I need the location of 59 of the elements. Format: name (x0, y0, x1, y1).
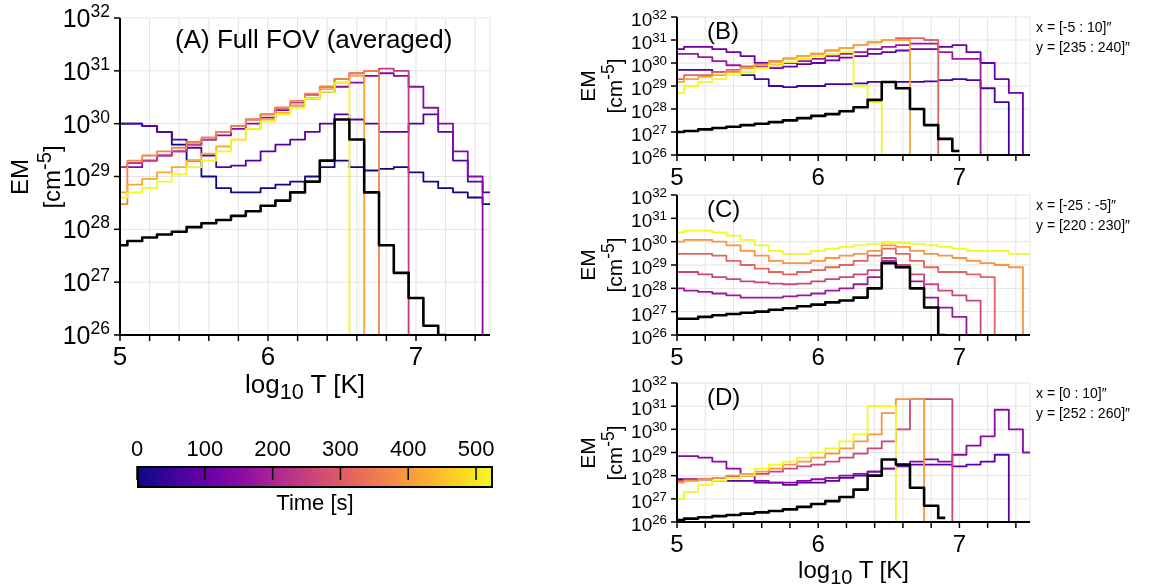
x-tick-label: 7 (408, 341, 424, 371)
chart-title: (A) Full FOV (averaged) (175, 24, 453, 55)
y-tick-label: 10$^{29}$ (631, 75, 667, 99)
y-tick-label: 10$^{30}$ (631, 52, 667, 76)
color-bar-label: 500 (457, 436, 495, 461)
x-axis-title: log$_{10}$ T [K] (245, 369, 365, 405)
y-tick-label: 10$^{28}$ (631, 277, 667, 302)
y-tick-label: 10$^{27}$ (631, 488, 667, 512)
y-tick-label: 10$^{30}$ (631, 231, 667, 255)
text: y = [252 : 260]″ (1036, 405, 1131, 421)
color-bar-label: 100 (186, 436, 224, 461)
y-tick-label: 10$^{29}$ (631, 254, 667, 278)
x-tick-label: 7 (952, 530, 967, 557)
y-tick-label: 10$^{32}$ (631, 372, 667, 396)
color-bar-label: 400 (389, 436, 427, 461)
y-tick-label: 10$^{32}$ (631, 6, 667, 30)
y-tick-label: 10$^{30}$ (62, 106, 111, 138)
color-bar-title: Time [s] (275, 490, 355, 516)
text: y = [235 : 240]″ (1036, 39, 1131, 55)
y-tick-label: 10$^{29}$ (631, 442, 667, 466)
x-tick-label: 7 (952, 343, 967, 370)
color-bar-label: 300 (322, 436, 359, 461)
x-tick-label: 5 (670, 530, 684, 557)
y-tick-label: 10$^{32}$ (62, 1, 110, 32)
text: x = [-25 : -5]″ (1036, 197, 1117, 213)
y-tick-label: 10$^{28}$ (631, 98, 667, 122)
y-tick-label: 10$^{31}$ (631, 395, 667, 420)
y-tick-label: 10$^{31}$ (631, 29, 667, 53)
x-tick-label: 7 (952, 163, 967, 190)
y-tick-label: 10$^{31}$ (62, 53, 110, 85)
x-tick-label: 6 (811, 163, 825, 190)
y-tick-label: 10$^{30}$ (631, 418, 667, 443)
x-tick-label: 5 (112, 341, 128, 371)
y-tick-label: 10$^{28}$ (631, 465, 667, 489)
x-tick-label: 6 (260, 341, 276, 371)
x-tick-label: 6 (811, 343, 825, 370)
text: x = [0 : 10]″ (1036, 385, 1107, 401)
chart-title: (B) (707, 17, 739, 45)
y-tick-label: 10$^{27}$ (62, 265, 110, 297)
y-tick-label: 10$^{29}$ (62, 159, 110, 191)
y-tick-label: 10$^{27}$ (631, 121, 667, 145)
y-tick-label: 10$^{27}$ (631, 301, 667, 325)
x-axis-title: log$_{10}$ T [K] (797, 556, 910, 585)
x-tick-label: 6 (811, 530, 825, 557)
y-tick-label: 10$^{28}$ (62, 212, 110, 244)
chart-title: (D) (707, 383, 741, 411)
y-tick-label: 10$^{32}$ (631, 184, 667, 208)
color-bar-label: 0 (130, 436, 144, 461)
color-bar-label: 200 (254, 436, 291, 461)
chart-title: (C) (707, 195, 741, 223)
y-tick-label: 10$^{26}$ (631, 144, 667, 168)
y-tick-label: 10$^{26}$ (631, 511, 667, 535)
text: x = [-5 : 10]″ (1036, 19, 1112, 35)
y-tick-label: 10$^{26}$ (631, 324, 667, 348)
y-tick-label: 10$^{31}$ (631, 207, 667, 232)
x-tick-label: 5 (670, 343, 684, 370)
x-tick-label: 5 (670, 163, 684, 190)
text: y = [220 : 230]″ (1036, 217, 1131, 233)
y-tick-label: 10$^{26}$ (62, 318, 110, 349)
